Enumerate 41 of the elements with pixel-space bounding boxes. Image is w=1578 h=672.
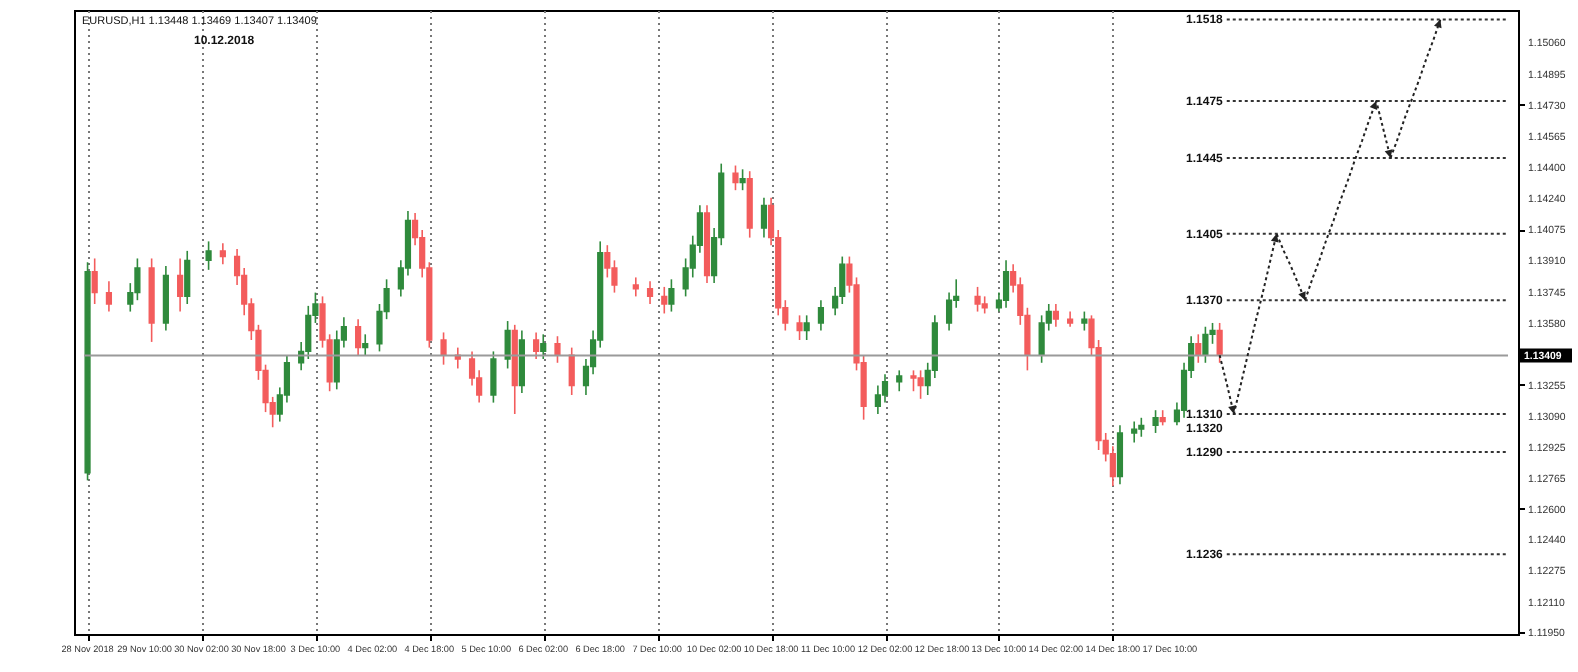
- candlestick: [1152, 409, 1159, 434]
- candlestick: [604, 244, 611, 279]
- candlestick: [661, 286, 668, 315]
- candlestick: [1081, 310, 1088, 332]
- candlestick: [554, 335, 561, 364]
- candlestick: [646, 280, 654, 305]
- candlestick: [205, 240, 212, 271]
- candlestick: [1138, 416, 1145, 438]
- candlestick: [440, 331, 447, 366]
- candlestick: [739, 168, 746, 191]
- candlestick: [490, 350, 497, 404]
- candlestick: [1216, 322, 1223, 364]
- candlestick: [1052, 303, 1059, 328]
- candlestick: [518, 329, 525, 394]
- candlestick: [1002, 259, 1010, 309]
- candlestick: [668, 278, 675, 313]
- candlestick: [504, 320, 511, 370]
- candlestick: [803, 314, 810, 341]
- candlestick: [910, 369, 917, 393]
- candlestick: [1116, 424, 1124, 485]
- candlestick: [760, 196, 768, 239]
- candlestick: [732, 164, 739, 191]
- candlestick: [355, 318, 362, 356]
- candlestick: [632, 276, 639, 298]
- candlestick: [796, 314, 803, 341]
- candlestick: [974, 286, 981, 313]
- candlestick: [219, 242, 226, 265]
- candlestick: [817, 299, 825, 332]
- candlestick: [162, 265, 169, 332]
- candlestick: [91, 257, 98, 305]
- candlestick: [184, 250, 191, 305]
- candlestick: [362, 333, 369, 356]
- candlestick: [1202, 325, 1209, 364]
- candlestick: [540, 333, 547, 360]
- candlestick: [533, 331, 540, 360]
- candlestick: [1131, 420, 1138, 444]
- candlestick: [105, 280, 113, 313]
- candlestick: [177, 257, 184, 313]
- candlestick: [896, 369, 903, 393]
- candlestick: [568, 346, 575, 396]
- candlestick: [917, 369, 924, 400]
